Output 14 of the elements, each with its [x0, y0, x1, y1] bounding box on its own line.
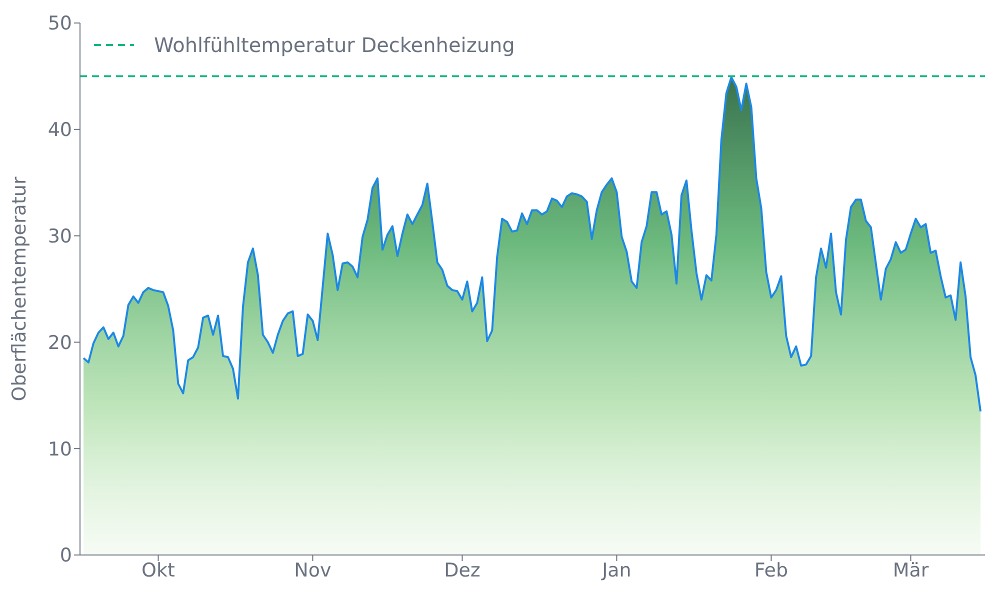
x-tick-label: Nov	[294, 559, 332, 582]
y-tick-label: 0	[60, 544, 72, 567]
y-tick-label: 40	[48, 119, 72, 142]
y-tick-label: 10	[48, 438, 72, 460]
y-axis-title: Oberflächentemperatur	[8, 176, 31, 402]
y-tick-label: 20	[48, 332, 72, 354]
x-tick-label: Feb	[754, 559, 788, 582]
legend-label: Wohlfühltemperatur Deckenheizung	[154, 33, 515, 57]
y-tick-label: 50	[48, 12, 72, 35]
y-tick-label: 30	[48, 226, 72, 248]
x-tick-label: Mär	[892, 559, 929, 582]
x-tick-label: Dez	[444, 559, 480, 582]
x-tick-label: Jan	[601, 559, 632, 582]
x-tick-label: Okt	[142, 559, 175, 582]
